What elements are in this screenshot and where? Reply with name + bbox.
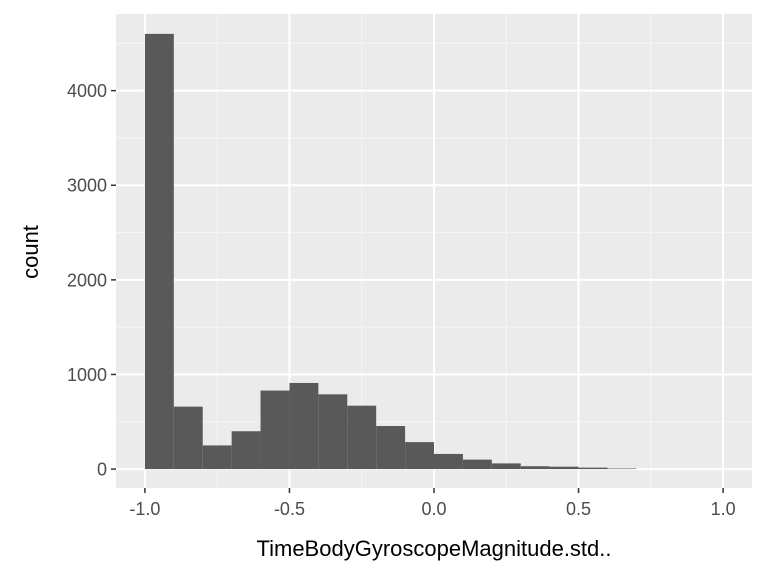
x-tick-label: 1.0: [711, 499, 736, 519]
x-axis-ticks: -1.0 -0.5 0.0 0.5 1.0: [129, 488, 736, 519]
histogram-bar: [260, 390, 290, 470]
histogram-bar: [491, 463, 521, 470]
histogram-bars: [144, 33, 637, 470]
x-tick-label: 0.5: [566, 499, 591, 519]
histogram-bar: [607, 468, 637, 470]
x-tick-label: 0.0: [421, 499, 446, 519]
histogram-bar: [578, 467, 608, 470]
y-tick-label: 3000: [67, 176, 107, 196]
y-axis-ticks: 0 1000 2000 3000 4000: [67, 81, 116, 480]
x-tick-label: -1.0: [129, 499, 160, 519]
histogram-bar: [202, 445, 232, 470]
y-tick-label: 1000: [67, 365, 107, 385]
histogram-bar: [289, 382, 319, 470]
histogram-bar: [520, 466, 550, 470]
histogram-bar: [347, 405, 377, 470]
x-tick-label: -0.5: [274, 499, 305, 519]
histogram-bar: [318, 394, 348, 470]
histogram-bar: [144, 33, 174, 470]
histogram-bar: [231, 431, 261, 470]
histogram-bar: [173, 406, 203, 470]
histogram-bar: [462, 459, 492, 470]
histogram-bar: [434, 453, 463, 470]
histogram-bar: [376, 426, 406, 470]
x-axis-title: TimeBodyGyroscopeMagnitude.std..: [256, 536, 611, 561]
histogram-bar: [405, 442, 434, 470]
histogram-bar: [549, 466, 579, 470]
y-tick-label: 0: [97, 460, 107, 480]
y-axis-title: count: [18, 225, 43, 279]
y-tick-label: 2000: [67, 270, 107, 290]
y-tick-label: 4000: [67, 81, 107, 101]
